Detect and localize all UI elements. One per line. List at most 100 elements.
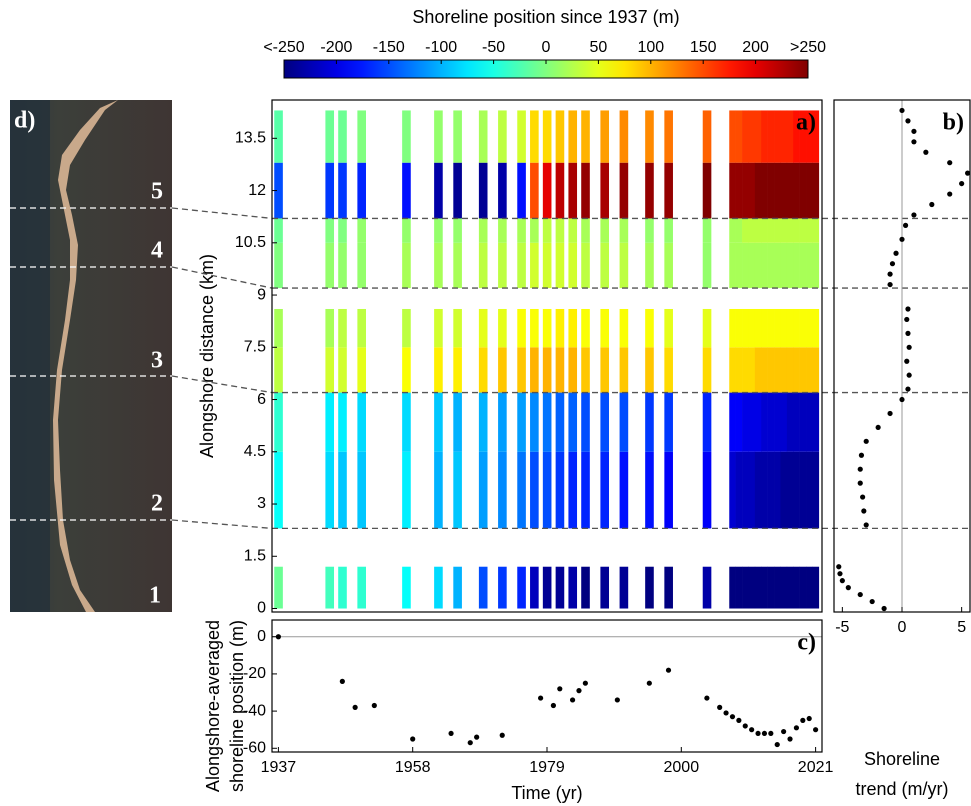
point xyxy=(881,605,887,612)
heat-cell xyxy=(754,392,762,452)
heat-cell xyxy=(555,218,565,243)
point xyxy=(965,170,971,176)
heat-cell xyxy=(517,242,526,289)
point xyxy=(887,281,893,288)
x-tick-label: 0 xyxy=(898,619,907,636)
heat-cell xyxy=(799,392,807,452)
heat-cell xyxy=(793,451,800,529)
heat-cell xyxy=(754,566,762,609)
heat-cell xyxy=(619,218,629,243)
heat-cell xyxy=(542,110,552,163)
point xyxy=(863,438,869,444)
heat-cell xyxy=(793,308,800,348)
point xyxy=(905,386,911,392)
heat-cell xyxy=(600,218,610,243)
boundary-link xyxy=(171,519,273,530)
heat-cell xyxy=(645,162,654,219)
heat-cell xyxy=(568,451,578,529)
point xyxy=(582,680,588,686)
heat-cell xyxy=(555,242,565,289)
heat-cell xyxy=(812,110,820,163)
point xyxy=(889,261,896,267)
heat-cell xyxy=(793,566,800,609)
heat-cell xyxy=(555,566,565,609)
heat-cell xyxy=(402,566,411,609)
heat-cell xyxy=(645,308,654,348)
heat-cell xyxy=(664,110,673,163)
heat-cell xyxy=(742,308,749,348)
heat-cell xyxy=(517,347,526,393)
point xyxy=(860,494,866,500)
heat-cell xyxy=(786,110,794,163)
heat-cell xyxy=(645,242,654,289)
heat-cell xyxy=(555,110,565,163)
heat-cell xyxy=(806,218,813,243)
heat-cell xyxy=(357,308,366,348)
heat-cell xyxy=(498,451,507,529)
heat-cell xyxy=(748,308,756,348)
heat-cell xyxy=(357,162,366,219)
heat-cell xyxy=(735,218,743,243)
heat-cell xyxy=(478,218,488,243)
point xyxy=(857,591,863,598)
heat-cell xyxy=(780,347,788,393)
panel-label: a) xyxy=(796,110,816,136)
point xyxy=(887,271,893,277)
point xyxy=(742,723,748,729)
section-label: 2 xyxy=(151,491,163,517)
heat-cell xyxy=(761,392,768,452)
heat-cell xyxy=(748,218,756,243)
heat-cell xyxy=(729,308,736,348)
heat-cell xyxy=(742,566,749,609)
heat-cell xyxy=(806,451,813,529)
point xyxy=(806,715,812,722)
heat-cell xyxy=(555,308,565,348)
heat-cell xyxy=(568,242,578,289)
point xyxy=(550,702,556,709)
heat-cell xyxy=(774,110,781,163)
heat-cell xyxy=(453,451,462,529)
heat-cell xyxy=(530,347,539,393)
heat-cell xyxy=(498,566,507,609)
y-axis-label: Alongshore-averaged xyxy=(203,620,223,792)
heat-cell xyxy=(761,451,768,529)
heat-cell xyxy=(600,308,610,348)
heat-cell xyxy=(799,308,807,348)
heat-cell xyxy=(754,308,762,348)
heat-cell xyxy=(498,308,507,348)
point xyxy=(768,730,774,737)
heat-cell xyxy=(325,308,335,348)
heat-cell xyxy=(555,392,565,452)
heat-cell xyxy=(799,218,807,243)
x-axis-label: Time (yr) xyxy=(511,783,582,803)
heat-cell xyxy=(338,392,347,452)
heat-cell xyxy=(542,347,552,393)
point xyxy=(410,736,416,742)
heat-cell xyxy=(274,218,283,243)
section-label: 5 xyxy=(151,179,163,205)
axes-frame xyxy=(833,99,971,613)
heat-cell xyxy=(645,451,654,529)
heat-cell xyxy=(434,242,443,289)
heat-cell xyxy=(748,110,756,163)
heat-cell xyxy=(748,162,756,219)
point xyxy=(774,741,780,748)
heat-cell xyxy=(478,347,488,393)
heat-cell xyxy=(767,162,775,219)
heat-cell xyxy=(478,308,488,348)
heat-cell xyxy=(786,347,794,393)
heat-cell xyxy=(498,110,507,163)
heat-cell xyxy=(453,110,462,163)
heat-cell xyxy=(767,242,775,289)
heat-cell xyxy=(555,451,565,529)
point xyxy=(923,149,929,155)
point xyxy=(887,410,893,417)
heat-cell xyxy=(402,110,411,163)
heat-cell xyxy=(338,451,347,529)
heat-cell xyxy=(434,308,443,348)
heat-cell xyxy=(754,347,762,393)
point xyxy=(339,678,345,684)
heat-cell xyxy=(619,392,629,452)
heat-cell xyxy=(402,162,411,219)
